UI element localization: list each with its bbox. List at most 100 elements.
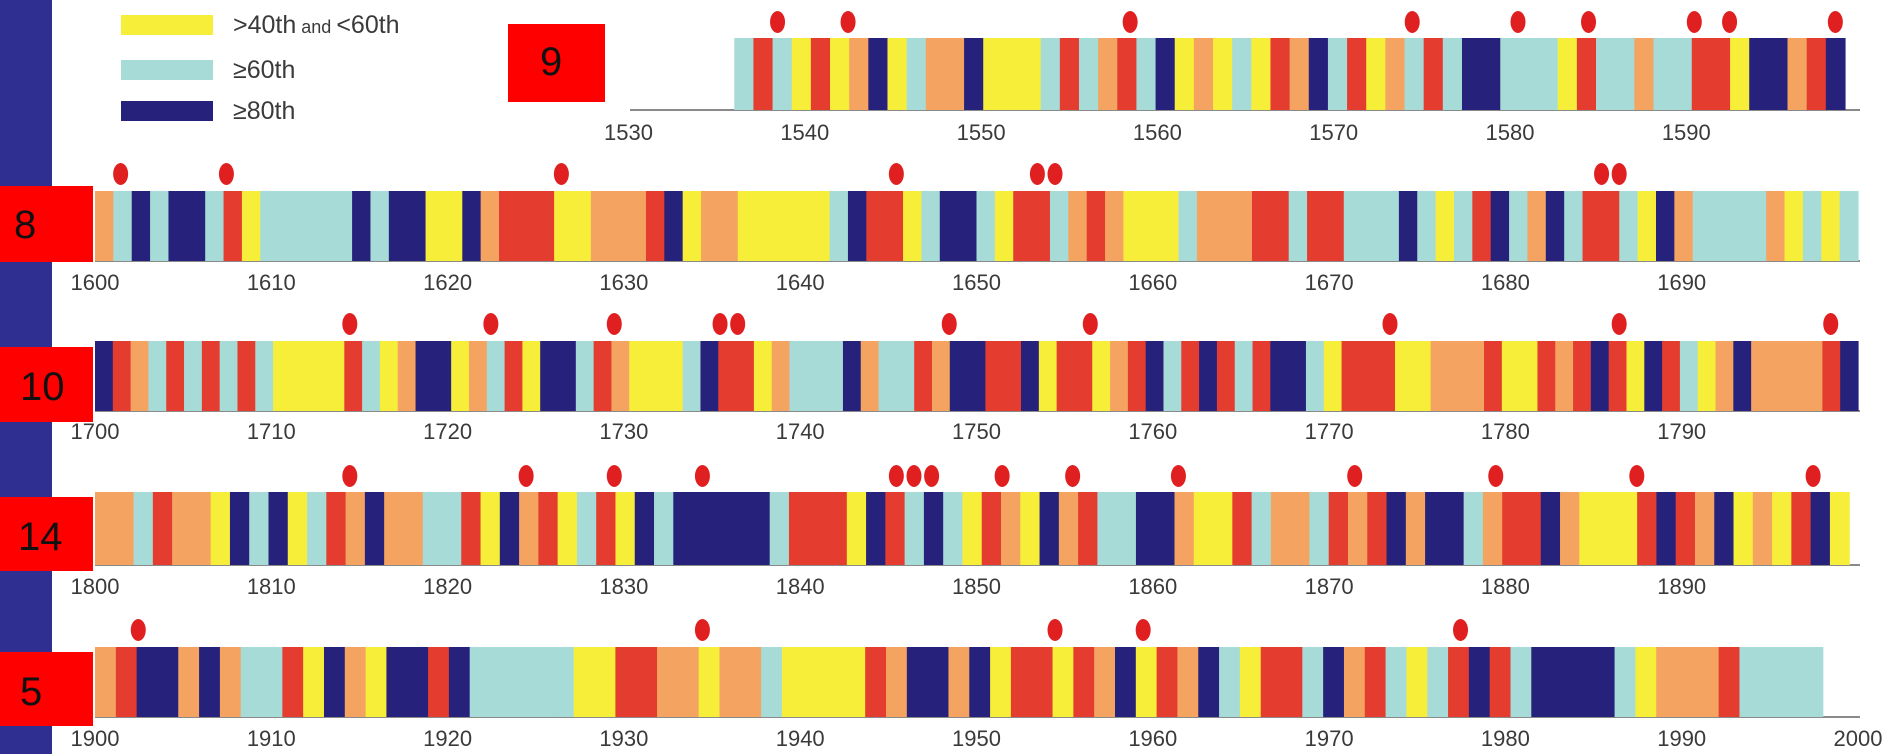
year-bar: [532, 647, 554, 717]
year-bar: [994, 191, 1014, 261]
strip-row-14: 1800 1810 1820 1830 1840 1850 1860 1870 1880 1890…: [0, 465, 1860, 599]
year-bar: [1453, 191, 1473, 261]
year-bar: [1489, 647, 1512, 717]
year-bar: [792, 191, 812, 261]
year-bar: [1001, 492, 1021, 565]
year-bar: [199, 647, 221, 717]
year-bar: [844, 647, 866, 717]
year-bar: [166, 341, 185, 411]
year-bar: [191, 492, 212, 565]
year-bar: [1198, 647, 1220, 717]
year-bar: [425, 191, 445, 261]
year-bar: [866, 191, 886, 261]
year-bar: [774, 191, 794, 261]
year-bar: [307, 492, 327, 565]
year-bar: [386, 647, 408, 717]
year-bar: [807, 341, 826, 411]
year-bar: [1598, 492, 1619, 565]
year-bar: [1289, 38, 1310, 110]
x-tick-label: 1770: [1305, 419, 1354, 444]
year-bar: [260, 191, 280, 261]
year-bar: [1840, 341, 1859, 411]
year-bar: [1219, 647, 1241, 717]
year-bar: [1733, 492, 1754, 565]
year-bar: [1768, 341, 1788, 411]
year-bar: [1760, 647, 1782, 717]
year-bar: [1288, 191, 1308, 261]
year-bar: [593, 341, 613, 411]
year-bar: [914, 341, 933, 411]
year-bar: [1653, 38, 1674, 110]
event-marker: [113, 163, 129, 185]
year-bar: [1674, 191, 1694, 261]
year-bar: [884, 191, 904, 261]
year-bar: [990, 647, 1012, 717]
year-bar: [964, 38, 984, 110]
event-marker: [1805, 465, 1821, 487]
year-bar: [1281, 647, 1303, 717]
year-bar: [1406, 647, 1428, 717]
year-bar: [1252, 341, 1271, 411]
year-bar: [1442, 38, 1463, 110]
year-bar: [1232, 38, 1252, 110]
year-bar: [1644, 341, 1663, 411]
year-bar: [1251, 492, 1272, 565]
year-bar: [308, 341, 328, 411]
row-count-box: [0, 652, 93, 726]
year-bar: [428, 647, 450, 717]
year-bar: [1560, 492, 1580, 565]
year-bar: [379, 341, 399, 411]
year-bar: [823, 647, 845, 717]
year-bar: [249, 492, 270, 565]
year-bar: [1679, 341, 1699, 411]
year-bar: [753, 341, 773, 411]
x-tick-label: 1540: [780, 120, 829, 145]
year-bar: [1582, 191, 1602, 261]
strip-row-9: 1530 1540 1550 1560 1570 1580 1590 9: [508, 11, 1860, 145]
year-bar: [976, 191, 996, 261]
x-tick-label: 1720: [423, 419, 472, 444]
year-bar: [178, 647, 200, 717]
x-tick-label: 1950: [952, 726, 1001, 751]
row-count-label: 5: [20, 670, 42, 714]
year-bar: [261, 647, 283, 717]
year-bar: [700, 341, 719, 411]
year-bar: [1573, 341, 1592, 411]
x-tick-label: 1920: [423, 726, 472, 751]
x-tick-label: 1680: [1481, 270, 1530, 295]
year-bar: [1270, 341, 1289, 411]
x-tick-label: 1650: [952, 270, 1001, 295]
year-bar: [931, 341, 951, 411]
year-bar: [303, 647, 325, 717]
year-bar: [967, 341, 987, 411]
year-bar: [365, 647, 388, 717]
year-bar: [1697, 647, 1720, 717]
year-bar: [315, 191, 335, 261]
legend-label-part: ≥60th: [233, 56, 295, 84]
year-bar: [168, 191, 188, 261]
event-marker: [1488, 465, 1504, 487]
year-bar: [1617, 492, 1638, 565]
year-bar: [1614, 647, 1636, 717]
year-bar: [1500, 38, 1521, 110]
year-bar: [273, 341, 292, 411]
x-tick-label: 1940: [776, 726, 825, 751]
year-bar: [615, 647, 637, 717]
x-tick-label: 1960: [1128, 726, 1177, 751]
event-marker: [553, 163, 569, 185]
event-marker: [1827, 11, 1843, 33]
year-bar: [1307, 191, 1327, 261]
year-bar: [1347, 492, 1368, 565]
year-bar: [1425, 492, 1445, 565]
year-bar: [737, 191, 757, 261]
year-bar: [718, 341, 737, 411]
event-marker: [1611, 163, 1627, 185]
year-bar: [210, 492, 231, 565]
year-bar: [448, 647, 471, 717]
year-bar: [761, 647, 783, 717]
year-bar: [186, 191, 206, 261]
year-bar: [1199, 341, 1218, 411]
year-bar: [923, 492, 944, 565]
year-bar: [1821, 191, 1841, 261]
event-marker: [1170, 465, 1186, 487]
